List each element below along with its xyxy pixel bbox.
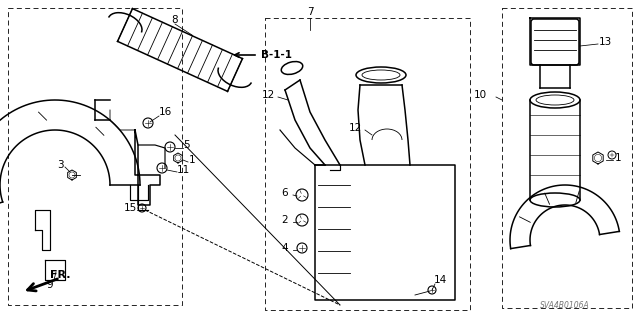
Text: 13: 13 <box>598 37 612 47</box>
Text: 7: 7 <box>307 7 314 17</box>
Text: 1: 1 <box>614 153 621 163</box>
Text: 16: 16 <box>158 107 172 117</box>
Text: 8: 8 <box>172 15 179 25</box>
Text: 5: 5 <box>184 140 190 150</box>
Text: 12: 12 <box>348 123 362 133</box>
Text: 9: 9 <box>47 280 53 290</box>
Text: 3: 3 <box>57 160 63 170</box>
Text: 10: 10 <box>474 90 486 100</box>
Text: B-1-1: B-1-1 <box>261 50 292 60</box>
Text: 6: 6 <box>282 188 288 198</box>
Text: FR.: FR. <box>50 270 70 280</box>
Text: 2: 2 <box>282 215 288 225</box>
Text: 1: 1 <box>189 155 195 165</box>
Text: 14: 14 <box>433 275 447 285</box>
Text: 4: 4 <box>282 243 288 253</box>
Text: 11: 11 <box>177 165 189 175</box>
Text: SVA4B0106A: SVA4B0106A <box>540 300 590 309</box>
Text: 12: 12 <box>261 90 275 100</box>
Text: 15: 15 <box>124 203 136 213</box>
